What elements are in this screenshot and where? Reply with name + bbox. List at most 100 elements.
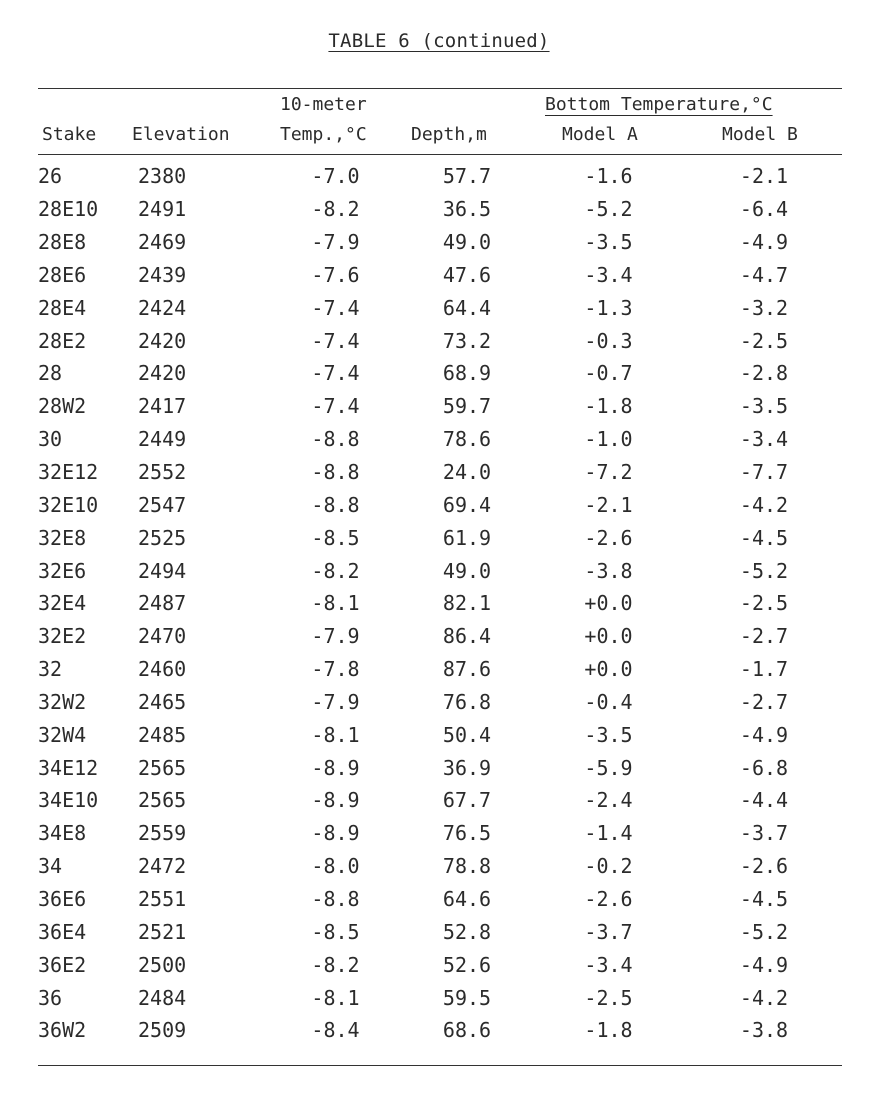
cell-temp: -8.8 [311, 886, 360, 911]
cell-model-a: -0.4 [584, 689, 633, 714]
table-row: 32E10 2547 -8.8 69.4 -2.1 -4.2 [38, 488, 842, 521]
cell-stake: 32E8 [38, 525, 87, 550]
cell-model-b: -3.8 [739, 1018, 789, 1043]
cell-stake: 36E2 [38, 952, 87, 977]
cell-elevation: 2469 [138, 230, 187, 255]
table-row: 28E8 2469 -7.9 49.0 -3.5 -4.9 [38, 226, 842, 259]
table-row: 34E12 2565 -8.9 36.9 -5.9 -6.8 [38, 751, 842, 784]
cell-elevation: 2439 [138, 262, 187, 287]
cell-model-b: -4.9 [739, 722, 789, 747]
table-row: 28E2 2420 -7.4 73.2 -0.3 -2.5 [38, 324, 842, 357]
cell-stake: 30 [38, 427, 63, 452]
table-row: 32E12 2552 -8.8 24.0 -7.2 -7.7 [38, 456, 842, 489]
cell-elevation: 2472 [138, 854, 187, 879]
cell-stake: 28E2 [38, 328, 87, 353]
header-temp-line2: Temp.,°C [280, 124, 367, 145]
cell-temp: -8.5 [311, 525, 360, 550]
table-title: TABLE 6 (continued) [0, 30, 878, 52]
cell-model-a: -2.4 [584, 788, 633, 813]
cell-temp: -7.9 [311, 624, 360, 649]
cell-elevation: 2380 [138, 164, 187, 189]
cell-temp: -7.0 [311, 164, 360, 189]
cell-model-a: -5.2 [584, 197, 633, 222]
cell-stake: 32E6 [38, 558, 87, 583]
cell-stake: 28E8 [38, 230, 87, 255]
cell-elevation: 2547 [138, 492, 187, 517]
cell-elevation: 2559 [138, 821, 187, 846]
table-row: 28 2420 -7.4 68.9 -0.7 -2.8 [38, 357, 842, 390]
cell-elevation: 2485 [138, 722, 187, 747]
cell-model-b: -3.2 [739, 295, 789, 320]
cell-model-a: -1.8 [584, 394, 633, 419]
cell-temp: -8.8 [311, 492, 360, 517]
cell-temp: -7.4 [311, 394, 360, 419]
table-row: 34 2472 -8.0 78.8 -0.2 -2.6 [38, 850, 842, 883]
table-title-text: TABLE 6 (continued) [328, 30, 550, 52]
cell-stake: 28E4 [38, 295, 87, 320]
cell-temp: -8.2 [311, 952, 360, 977]
cell-depth: 68.9 [442, 361, 492, 386]
header-elevation: Elevation [132, 124, 230, 145]
table-row: 36W2 2509 -8.4 68.6 -1.8 -3.8 [38, 1014, 842, 1047]
cell-stake: 34E12 [38, 755, 99, 780]
cell-model-b: -5.2 [739, 919, 789, 944]
cell-temp: -8.1 [311, 722, 360, 747]
cell-model-a: -7.2 [584, 460, 633, 485]
cell-depth: 50.4 [442, 722, 492, 747]
cell-stake: 28W2 [38, 394, 87, 419]
cell-model-a: -3.4 [584, 952, 633, 977]
cell-stake: 36W2 [38, 1018, 87, 1043]
cell-model-b: -3.4 [739, 427, 789, 452]
cell-model-b: -6.8 [739, 755, 789, 780]
cell-elevation: 2417 [138, 394, 187, 419]
cell-depth: 82.1 [442, 591, 492, 616]
cell-model-b: -6.4 [739, 197, 789, 222]
table-row: 32 2460 -7.8 87.6 +0.0 -1.7 [38, 653, 842, 686]
cell-model-b: -2.5 [739, 591, 789, 616]
cell-model-b: -3.7 [739, 821, 789, 846]
table-row: 36E2 2500 -8.2 52.6 -3.4 -4.9 [38, 948, 842, 981]
cell-model-b: -4.5 [739, 525, 789, 550]
cell-depth: 52.8 [442, 919, 492, 944]
table-row: 32W2 2465 -7.9 76.8 -0.4 -2.7 [38, 686, 842, 719]
cell-model-a: +0.0 [584, 657, 633, 682]
cell-model-b: -5.2 [739, 558, 789, 583]
header-rule [38, 154, 842, 155]
header-bottom-temperature: Bottom Temperature,°C [545, 94, 773, 115]
table-row: 28E4 2424 -7.4 64.4 -1.3 -3.2 [38, 291, 842, 324]
cell-stake: 34E8 [38, 821, 87, 846]
cell-stake: 36 [38, 985, 63, 1010]
cell-temp: -8.0 [311, 854, 360, 879]
cell-depth: 78.6 [442, 427, 492, 452]
cell-depth: 57.7 [442, 164, 492, 189]
cell-model-a: -1.4 [584, 821, 633, 846]
cell-temp: -7.8 [311, 657, 360, 682]
cell-model-a: -1.8 [584, 1018, 633, 1043]
cell-depth: 78.8 [442, 854, 492, 879]
cell-model-a: -1.3 [584, 295, 633, 320]
cell-temp: -7.9 [311, 689, 360, 714]
cell-model-b: -4.2 [739, 492, 789, 517]
cell-model-b: -4.9 [739, 952, 789, 977]
cell-model-b: -2.6 [739, 854, 789, 879]
cell-elevation: 2484 [138, 985, 187, 1010]
header-temp-line1: 10-meter [280, 94, 367, 115]
cell-stake: 36E6 [38, 886, 87, 911]
cell-temp: -8.5 [311, 919, 360, 944]
cell-depth: 67.7 [442, 788, 492, 813]
data-table: 26 2380 -7.0 57.7 -1.6 -2.1 28E10 2491 -8.2 36.5 -… [38, 160, 842, 1047]
cell-model-a: -5.9 [584, 755, 633, 780]
cell-depth: 64.6 [442, 886, 492, 911]
cell-model-b: -4.4 [739, 788, 789, 813]
header-depth: Depth,m [411, 124, 487, 145]
cell-depth: 49.0 [442, 558, 492, 583]
cell-stake: 32E2 [38, 624, 87, 649]
table-row: 34E10 2565 -8.9 67.7 -2.4 -4.4 [38, 784, 842, 817]
cell-elevation: 2460 [138, 657, 187, 682]
cell-model-b: -3.5 [739, 394, 789, 419]
cell-model-a: -2.5 [584, 985, 633, 1010]
cell-model-b: -4.2 [739, 985, 789, 1010]
cell-model-a: -3.5 [584, 230, 633, 255]
cell-model-b: -4.7 [739, 262, 789, 287]
